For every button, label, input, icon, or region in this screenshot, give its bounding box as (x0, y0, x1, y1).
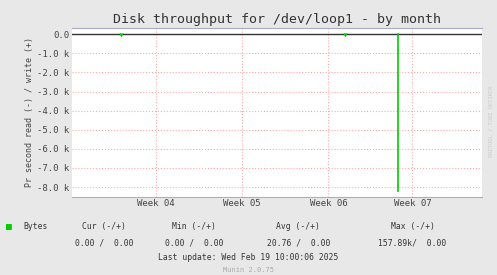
Text: Last update: Wed Feb 19 10:00:06 2025: Last update: Wed Feb 19 10:00:06 2025 (159, 253, 338, 262)
Text: 0.00 /  0.00: 0.00 / 0.00 (75, 239, 134, 248)
Text: 157.89k/  0.00: 157.89k/ 0.00 (378, 239, 447, 248)
Text: Avg (-/+): Avg (-/+) (276, 222, 320, 231)
Text: Cur (-/+): Cur (-/+) (83, 222, 126, 231)
Text: Min (-/+): Min (-/+) (172, 222, 216, 231)
Text: Bytes: Bytes (24, 222, 48, 231)
Text: 0.00 /  0.00: 0.00 / 0.00 (165, 239, 223, 248)
Text: ■: ■ (6, 222, 12, 232)
Text: Munin 2.0.75: Munin 2.0.75 (223, 267, 274, 273)
Title: Disk throughput for /dev/loop1 - by month: Disk throughput for /dev/loop1 - by mont… (113, 13, 441, 26)
Text: Max (-/+): Max (-/+) (391, 222, 434, 231)
Y-axis label: Pr second read (-) / write (+): Pr second read (-) / write (+) (25, 37, 34, 187)
Text: 20.76 /  0.00: 20.76 / 0.00 (266, 239, 330, 248)
Text: RRDTOOL / TOBI OETIKER: RRDTOOL / TOBI OETIKER (489, 85, 494, 157)
